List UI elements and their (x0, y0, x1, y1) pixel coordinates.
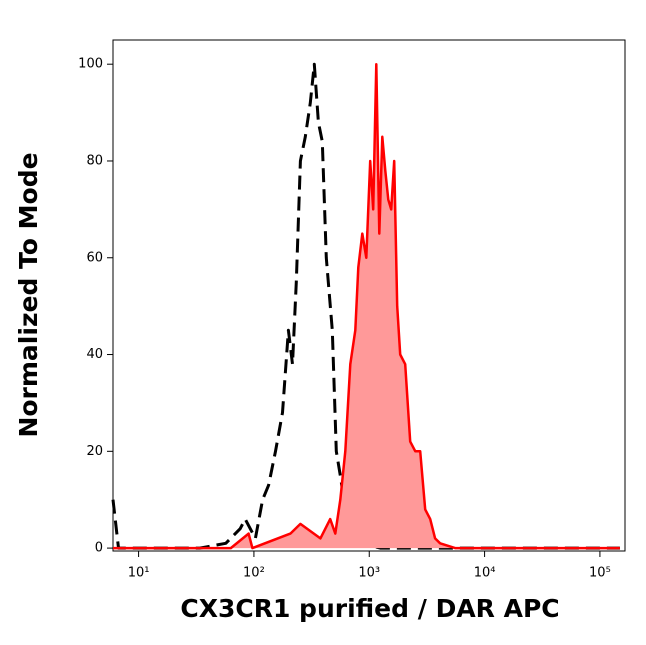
x-tick-label: 10³ (358, 566, 380, 581)
histogram-line (113, 62, 620, 550)
x-tick-label: 10⁴ (474, 566, 496, 581)
y-tick-label: 80 (86, 153, 103, 168)
y-tick-label: 40 (86, 347, 103, 362)
y-tick-label: 20 (86, 444, 103, 459)
x-tick-label: 10⁵ (589, 566, 611, 581)
y-tick-label: 100 (78, 57, 103, 72)
y-tick-label: 0 (95, 541, 103, 556)
y-tick-label: 60 (86, 250, 103, 265)
area-fill (113, 64, 620, 549)
y-axis-title: Normalized To Mode (14, 152, 43, 437)
x-tick-label: 10² (243, 566, 265, 581)
x-tick-label: 10¹ (128, 566, 150, 581)
x-axis-title: CX3CR1 purified / DAR APC (180, 594, 559, 623)
